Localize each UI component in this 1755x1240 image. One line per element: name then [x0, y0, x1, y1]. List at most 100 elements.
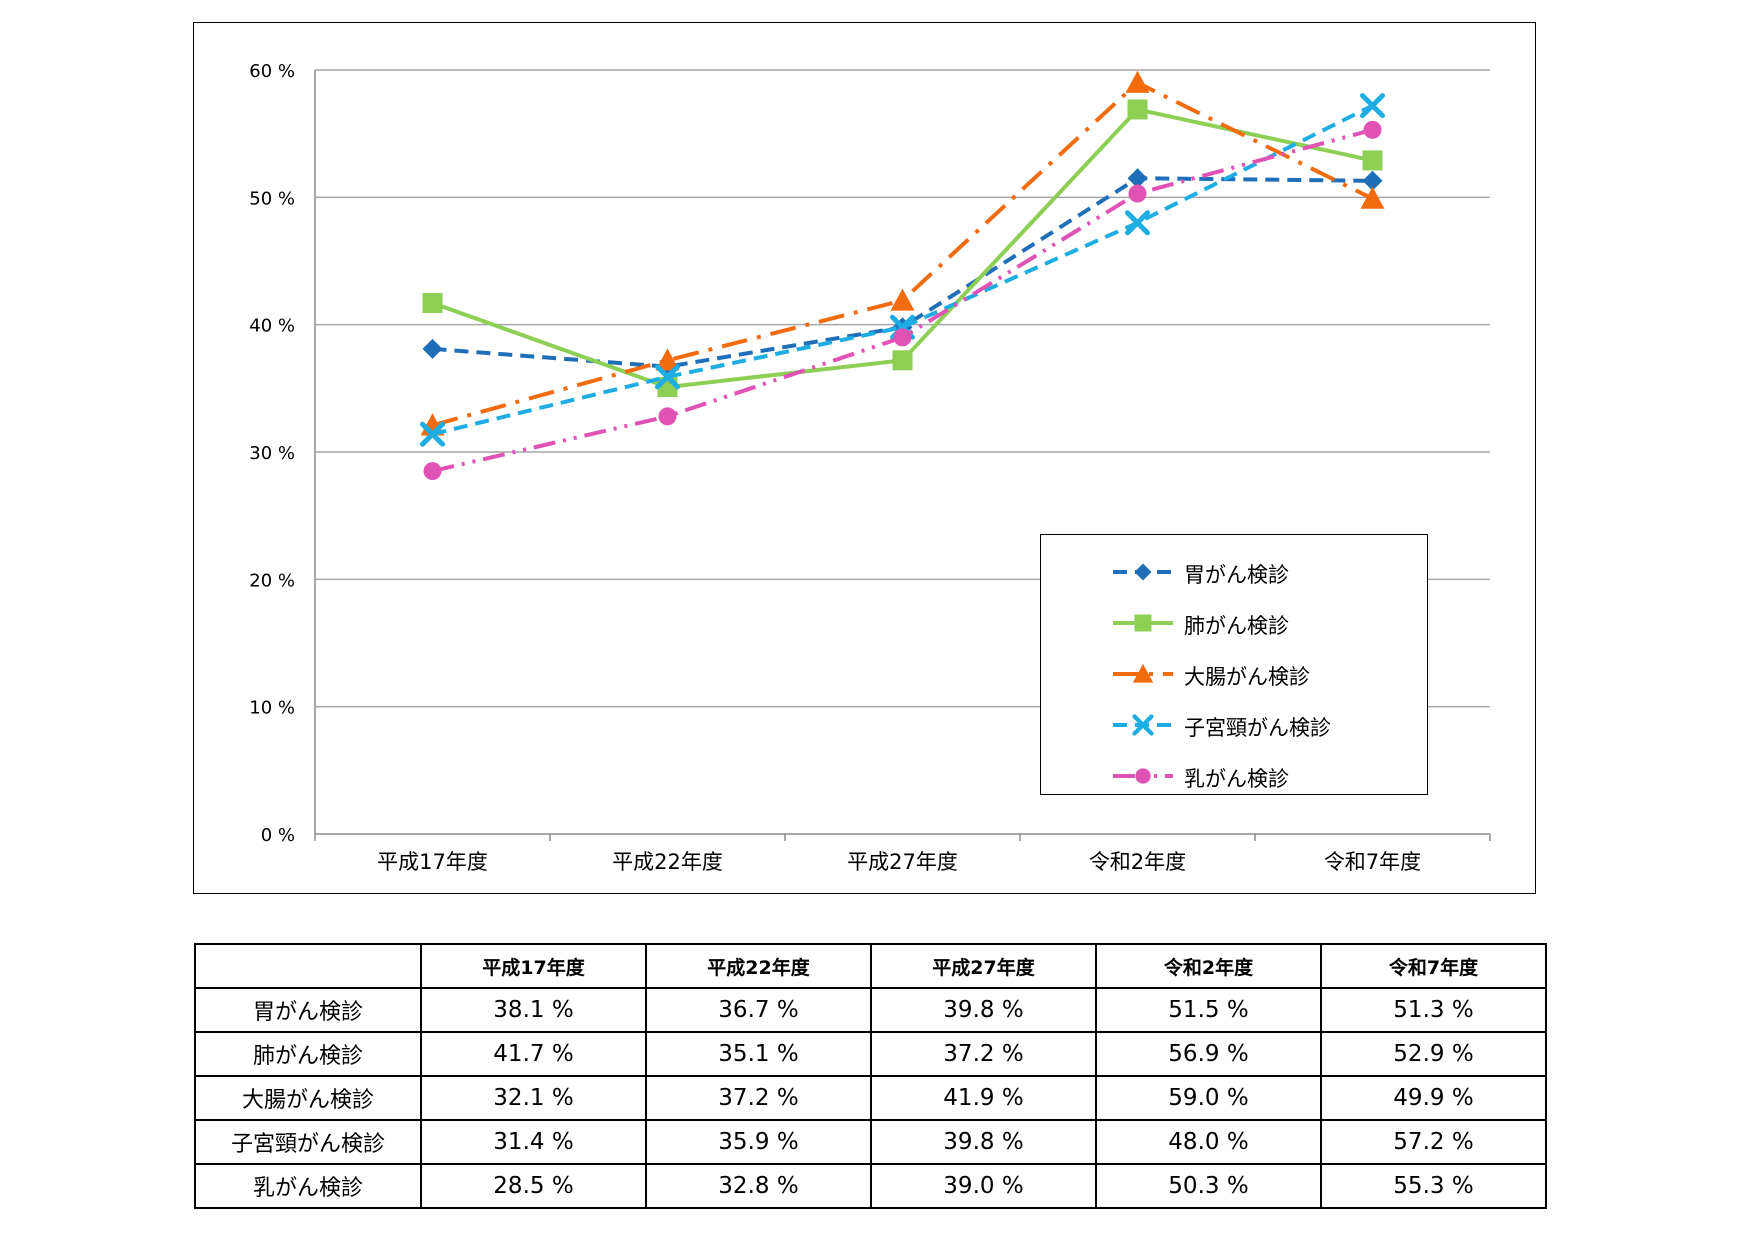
- data-point: [1362, 150, 1383, 171]
- table-cell: 39.8 %: [870, 987, 1097, 1033]
- x-tick-label: 平成27年度: [847, 850, 958, 874]
- table-column-header: 令和2年度: [1095, 943, 1322, 989]
- data-point: [1125, 70, 1150, 93]
- y-tick-label: 40 %: [249, 316, 295, 337]
- legend-item: 大腸がん検診: [1041, 655, 1427, 693]
- x-tick-label: 平成22年度: [612, 850, 723, 874]
- table-row-header: 胃がん検診: [194, 987, 422, 1033]
- axis-layer: 0 % 10 % 20 % 30 % 40 % 50 % 60 % 平成17年度 平成22年度 平…: [249, 61, 1491, 874]
- y-tick-label: 30 %: [249, 443, 295, 464]
- data-point: [1128, 184, 1147, 203]
- table-cell: 37.2 %: [645, 1075, 872, 1121]
- data-point: [1127, 99, 1148, 120]
- data-table: 平成17年度 平成22年度 平成27年度 令和2年度 令和7年度 胃がん検診 3…: [194, 943, 1547, 1209]
- y-tick-label: 20 %: [249, 570, 295, 591]
- data-point: [1360, 186, 1385, 209]
- table-cell: 37.2 %: [870, 1031, 1097, 1077]
- data-point: [422, 293, 443, 314]
- data-point: [1134, 563, 1152, 581]
- legend-item: 子宮頸がん検診: [1041, 706, 1427, 744]
- table-cell: 57.2 %: [1320, 1119, 1547, 1165]
- table-cell: 35.1 %: [645, 1031, 872, 1077]
- series: [423, 120, 1382, 481]
- table-corner-cell: [194, 943, 422, 989]
- data-point: [655, 348, 680, 371]
- table-cell: 36.7 %: [645, 987, 872, 1033]
- data-point: [1362, 170, 1383, 191]
- table-cell: 48.0 %: [1095, 1119, 1322, 1165]
- data-point: [1363, 120, 1382, 139]
- table-cell: 50.3 %: [1095, 1163, 1322, 1209]
- table-row-header: 乳がん検診: [194, 1163, 422, 1209]
- data-point: [423, 462, 442, 481]
- data-point-stroke: [420, 421, 445, 447]
- legend-label: 大腸がん検診: [1184, 665, 1310, 689]
- y-tick-label: 50 %: [249, 188, 295, 209]
- data-point: [1127, 168, 1148, 189]
- table-column-header: 平成27年度: [870, 943, 1097, 989]
- data-point: [1125, 210, 1150, 236]
- series: [420, 93, 1385, 447]
- table-cell: 31.4 %: [420, 1119, 647, 1165]
- legend-swatch: [1113, 768, 1173, 784]
- data-point-stroke: [1125, 210, 1150, 236]
- table-cell: 39.8 %: [870, 1119, 1097, 1165]
- data-point: [892, 350, 913, 371]
- series-layer: [420, 70, 1385, 481]
- data-point-stroke: [1132, 714, 1154, 736]
- table-cell: 49.9 %: [1320, 1075, 1547, 1121]
- table-row-header: 肺がん検診: [194, 1031, 422, 1077]
- y-tick-label: 60 %: [249, 61, 295, 82]
- data-point: [890, 288, 915, 311]
- table-column-header: 平成22年度: [645, 943, 872, 989]
- x-tick-label: 令和2年度: [1089, 850, 1186, 874]
- legend-item: 肺がん検診: [1041, 604, 1427, 642]
- legend-item: 乳がん検診: [1041, 757, 1427, 795]
- data-point-stroke: [655, 364, 680, 390]
- table-cell: 41.9 %: [870, 1075, 1097, 1121]
- legend-item: 胃がん検診: [1041, 553, 1427, 591]
- legend-label: 子宮頸がん検診: [1184, 716, 1331, 740]
- table-cell: 39.0 %: [870, 1163, 1097, 1209]
- legend-swatch: [1113, 563, 1173, 581]
- data-point: [420, 421, 445, 447]
- data-point: [422, 338, 443, 359]
- table-row: 子宮頸がん検診 31.4 % 35.9 % 39.8 % 48.0 % 57.2…: [194, 1119, 1547, 1165]
- data-point: [655, 364, 680, 390]
- table-cell: 35.9 %: [645, 1119, 872, 1165]
- legend-swatch: [1113, 663, 1173, 683]
- legend-label: 胃がん検診: [1184, 563, 1289, 587]
- data-point: [1135, 768, 1151, 784]
- table-cell: 59.0 %: [1095, 1075, 1322, 1121]
- table-cell: 32.8 %: [645, 1163, 872, 1209]
- data-point: [658, 407, 677, 426]
- chart-legend: 胃がん検診 肺がん検診 大腸がん検診 子宮頸がん検診 乳がん検診: [1040, 534, 1428, 795]
- table-column-header: 令和7年度: [1320, 943, 1547, 989]
- legend-swatch: [1113, 714, 1173, 736]
- data-point-stroke: [1360, 93, 1385, 119]
- table-cell: 41.7 %: [420, 1031, 647, 1077]
- table-row-header: 子宮頸がん検診: [194, 1119, 422, 1165]
- table-cell: 52.9 %: [1320, 1031, 1547, 1077]
- data-point: [893, 328, 912, 347]
- data-point: [1360, 93, 1385, 119]
- legend-label: 肺がん検診: [1184, 614, 1289, 638]
- table-cell: 32.1 %: [420, 1075, 647, 1121]
- table-cell: 55.3 %: [1320, 1163, 1547, 1209]
- table-cell: 38.1 %: [420, 987, 647, 1033]
- table-cell: 51.3 %: [1320, 987, 1547, 1033]
- table-row: 乳がん検診 28.5 % 32.8 % 39.0 % 50.3 % 55.3 %: [194, 1163, 1547, 1209]
- table-header-row: 平成17年度 平成22年度 平成27年度 令和2年度 令和7年度: [194, 943, 1547, 989]
- legend-swatch: [1113, 614, 1173, 632]
- x-tick-label: 平成17年度: [377, 850, 488, 874]
- table-cell: 56.9 %: [1095, 1031, 1322, 1077]
- table-cell: 51.5 %: [1095, 987, 1322, 1033]
- data-point: [1132, 714, 1154, 736]
- data-point: [1132, 663, 1154, 683]
- table-row: 胃がん検診 38.1 % 36.7 % 39.8 % 51.5 % 51.3 %: [194, 987, 1547, 1033]
- x-tick-label: 令和7年度: [1324, 850, 1421, 874]
- y-tick-label: 0 %: [261, 825, 295, 846]
- series: [420, 70, 1385, 436]
- y-tick-label: 10 %: [249, 698, 295, 719]
- legend-label: 乳がん検診: [1184, 767, 1289, 791]
